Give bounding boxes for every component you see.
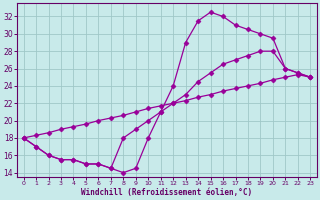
X-axis label: Windchill (Refroidissement éolien,°C): Windchill (Refroidissement éolien,°C) xyxy=(81,188,252,197)
